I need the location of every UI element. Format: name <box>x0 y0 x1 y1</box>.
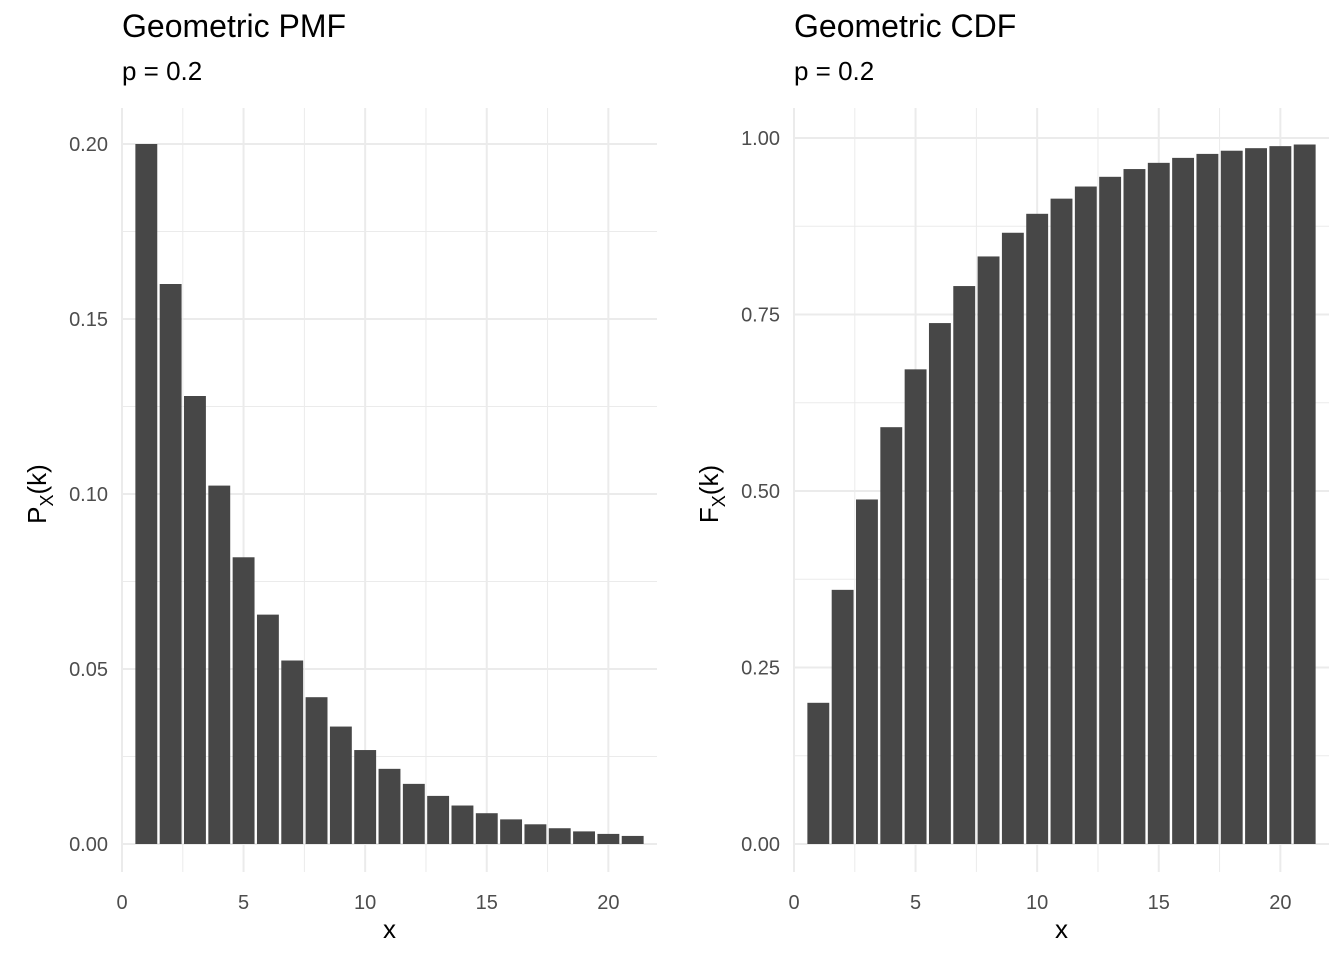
cdf-bar-10 <box>1026 213 1049 845</box>
cdf-bar-16 <box>1172 157 1195 844</box>
pmf-y-axis-title-base: P <box>22 507 52 524</box>
cdf-y-axis-title-rest: (k) <box>694 465 724 495</box>
pmf-bar-20 <box>597 833 620 844</box>
cdf-y-tick-labels: 0.00 0.25 0.50 0.75 1.00 <box>741 128 780 856</box>
pmf-bar-16 <box>500 819 523 844</box>
pmf-bar-4 <box>208 485 231 844</box>
pmf-bar-8 <box>305 697 328 844</box>
pmf-bar-17 <box>524 824 547 844</box>
pmf-y-axis-title-subscript: X <box>37 494 57 506</box>
pmf-y-tick-label: 0.10 <box>69 484 108 506</box>
pmf-y-tick-label: 0.20 <box>69 134 108 156</box>
cdf-bar-21 <box>1293 144 1316 844</box>
pmf-x-tick-label: 5 <box>238 892 249 914</box>
pmf-y-tick-label: 0.05 <box>69 659 108 681</box>
pmf-y-tick-labels: 0.00 0.05 0.10 0.15 0.20 <box>69 134 108 856</box>
cdf-x-tick-label: 10 <box>1026 892 1048 914</box>
pmf-bar-21 <box>621 835 644 844</box>
pmf-bar-7 <box>281 660 304 844</box>
cdf-y-tick-label: 0.00 <box>741 834 780 856</box>
pmf-plot: 0 5 10 15 20 0.00 0.05 0.10 0.15 0.20 x PX(k) <box>22 108 657 944</box>
cdf-chart-subtitle: p = 0.2 <box>794 56 875 86</box>
cdf-x-tick-labels: 0 5 10 15 20 <box>788 892 1291 914</box>
pmf-bar-11 <box>378 768 401 844</box>
pmf-bar-3 <box>184 396 206 844</box>
cdf-bar-12 <box>1074 186 1097 845</box>
cdf-bar-13 <box>1099 176 1122 845</box>
pmf-bar-18 <box>548 828 571 844</box>
pmf-x-tick-label: 15 <box>476 892 498 914</box>
pmf-bar-9 <box>329 726 352 844</box>
cdf-bars <box>807 144 1316 845</box>
cdf-chart-title: Geometric CDF <box>794 8 1017 44</box>
cdf-x-tick-label: 15 <box>1148 892 1170 914</box>
cdf-y-tick-label: 0.25 <box>741 658 780 680</box>
pmf-x-axis-title: x <box>383 914 396 944</box>
pmf-bar-10 <box>354 750 377 844</box>
cdf-y-axis-title: FX(k) <box>694 465 729 523</box>
pmf-bars <box>135 144 644 844</box>
cdf-bar-20 <box>1269 146 1292 844</box>
cdf-bar-5 <box>904 369 927 844</box>
pmf-bar-14 <box>451 805 474 844</box>
pmf-x-tick-label: 10 <box>354 892 376 914</box>
cdf-bar-11 <box>1050 198 1073 844</box>
cdf-y-tick-label: 0.50 <box>741 481 780 503</box>
pmf-bar-12 <box>402 783 425 844</box>
cdf-bar-1 <box>807 702 830 844</box>
cdf-bar-8 <box>977 256 1000 844</box>
pmf-bar-19 <box>573 831 595 844</box>
pmf-x-tick-labels: 0 5 10 15 20 <box>116 892 619 914</box>
pmf-bar-5 <box>232 557 255 844</box>
cdf-panel: Geometric CDF p = 0.2 0 5 10 15 20 0.00 0.25 0.… <box>672 0 1344 960</box>
cdf-y-axis-title-subscript: X <box>709 495 729 507</box>
pmf-x-tick-label: 20 <box>597 892 619 914</box>
cdf-bar-2 <box>831 589 854 844</box>
pmf-x-tick-label: 0 <box>116 892 127 914</box>
cdf-x-tick-label: 5 <box>910 892 921 914</box>
pmf-bar-2 <box>159 284 182 844</box>
cdf-bar-4 <box>880 427 903 844</box>
pmf-chart-title: Geometric PMF <box>122 8 347 44</box>
pmf-bar-15 <box>475 813 498 844</box>
pmf-bar-13 <box>427 795 450 844</box>
cdf-bar-18 <box>1220 150 1243 845</box>
cdf-bar-14 <box>1123 169 1146 845</box>
cdf-bar-7 <box>953 286 976 844</box>
pmf-y-tick-label: 0.00 <box>69 834 108 856</box>
cdf-bar-9 <box>1001 232 1024 845</box>
cdf-y-tick-label: 1.00 <box>741 128 780 150</box>
pmf-chart-subtitle: p = 0.2 <box>122 56 203 86</box>
cdf-bar-3 <box>856 499 878 844</box>
cdf-bar-15 <box>1147 162 1170 845</box>
cdf-x-axis-title: x <box>1055 914 1068 944</box>
cdf-x-tick-label: 20 <box>1269 892 1291 914</box>
cdf-bar-19 <box>1245 148 1267 844</box>
cdf-bar-17 <box>1196 153 1219 844</box>
pmf-bar-6 <box>256 614 279 844</box>
pmf-y-tick-label: 0.15 <box>69 309 108 331</box>
cdf-plot: 0 5 10 15 20 0.00 0.25 0.50 0.75 1.00 x FX(k) <box>694 108 1329 944</box>
pmf-y-axis-title-rest: (k) <box>22 464 52 494</box>
pmf-y-axis-title: PX(k) <box>22 464 57 524</box>
cdf-y-tick-label: 0.75 <box>741 305 780 327</box>
pmf-panel: Geometric PMF p = 0.2 0 5 10 15 20 0.00 0.05 0.… <box>22 8 657 944</box>
pmf-bar-1 <box>135 144 158 844</box>
cdf-x-tick-label: 0 <box>788 892 799 914</box>
cdf-y-axis-title-base: F <box>694 507 724 523</box>
cdf-bar-6 <box>928 323 951 844</box>
